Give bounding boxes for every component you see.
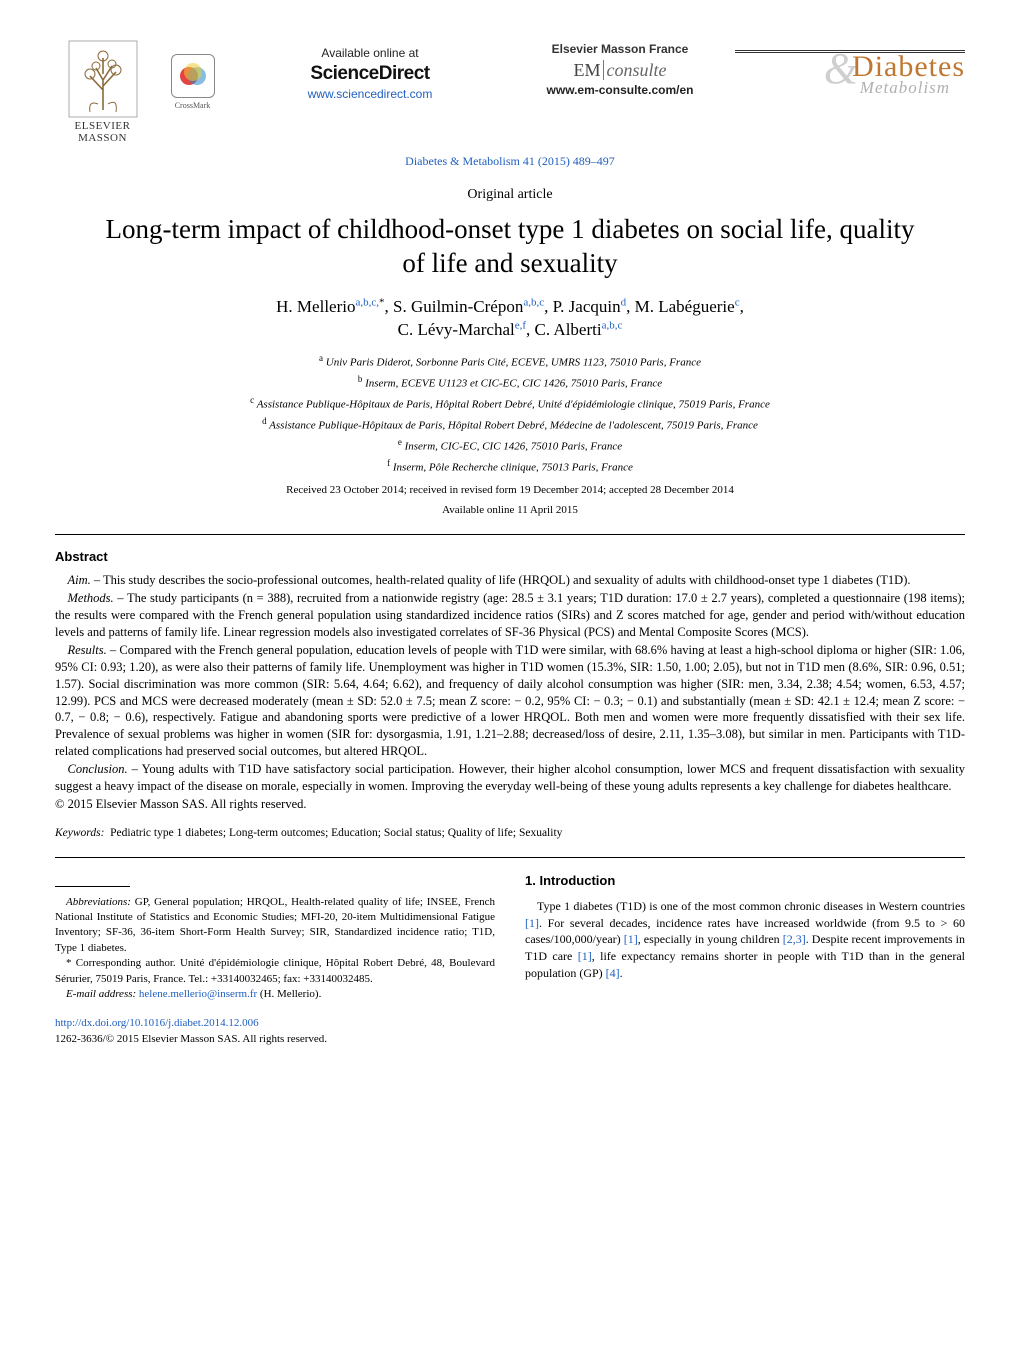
abbreviations-footnote: Abbreviations: GP, General population; H… <box>55 895 495 957</box>
keywords-list: Pediatric type 1 diabetes; Long-term out… <box>110 827 562 839</box>
author-4: C. Lévy-Marchale,f <box>398 320 526 339</box>
abstract-aim: Aim. – This study describes the socio-pr… <box>55 572 965 589</box>
emconsulte-url[interactable]: www.em-consulte.com/en <box>520 83 720 97</box>
abstract-conclusion: Conclusion. – Young adults with T1D have… <box>55 761 965 795</box>
article-dates-online: Available online 11 April 2015 <box>55 504 965 516</box>
author-2: P. Jacquind <box>553 297 627 316</box>
affiliation-c: c Assistance Publique-Hôpitaux de Paris,… <box>55 394 965 413</box>
ref-1a[interactable]: [1] <box>525 916 539 930</box>
rule-before-abstract <box>55 534 965 535</box>
elsevier-label: ELSEVIER MASSON <box>55 120 150 144</box>
intro-heading: 1. Introduction <box>525 872 965 890</box>
affiliation-a: a Univ Paris Diderot, Sorbonne Paris Cit… <box>55 352 965 371</box>
em-publisher-label: Elsevier Masson France <box>520 42 720 56</box>
email-footnote: E-mail address: helene.mellerio@inserm.f… <box>55 987 495 1002</box>
abstract-methods: Methods. – The study participants (n = 3… <box>55 590 965 641</box>
author-1: S. Guilmin-Crépona,b,c <box>393 297 544 316</box>
bottom-copyright: 1262-3636/© 2015 Elsevier Masson SAS. Al… <box>55 1032 495 1047</box>
left-column: Abbreviations: GP, General population; H… <box>55 872 495 1048</box>
affiliation-f: f Inserm, Pôle Recherche clinique, 75013… <box>55 457 965 476</box>
ref-1b[interactable]: [1] <box>624 932 638 946</box>
corresponding-email-link[interactable]: helene.mellerio@inserm.fr <box>139 988 257 1000</box>
sciencedirect-block: Available online at ScienceDirect www.sc… <box>235 40 505 103</box>
emconsulte-logo: EMconsulte <box>520 60 720 81</box>
rule-after-keywords <box>55 857 965 858</box>
keywords-label: Keywords: <box>55 827 104 839</box>
affiliation-d: d Assistance Publique-Hôpitaux de Paris,… <box>55 415 965 434</box>
author-0: H. Mellerioa,b,c,* <box>276 297 384 316</box>
author-3: M. Labégueriec <box>635 297 740 316</box>
abstract-heading: Abstract <box>55 549 965 564</box>
affiliation-b: b Inserm, ECEVE U1123 et CIC-EC, CIC 142… <box>55 373 965 392</box>
sciencedirect-logo: ScienceDirect <box>240 63 500 85</box>
crossmark-label: CrossMark <box>165 101 220 110</box>
journal-word-metabolism: Metabolism <box>860 80 965 95</box>
intro-paragraph-1: Type 1 diabetes (T1D) is one of the most… <box>525 898 965 982</box>
journal-header: ELSEVIER MASSON CrossMark Available onli… <box>55 40 965 144</box>
article-type: Original article <box>55 187 965 203</box>
available-online-label: Available online at <box>240 46 500 60</box>
crossmark-block[interactable]: CrossMark <box>165 40 220 110</box>
ref-2-3[interactable]: [2,3] <box>783 932 806 946</box>
em-logo-left: EM <box>574 60 601 80</box>
footnote-rule <box>55 886 130 887</box>
sciencedirect-url[interactable]: www.sciencedirect.com <box>308 87 433 101</box>
affiliations: a Univ Paris Diderot, Sorbonne Paris Cit… <box>55 352 965 476</box>
emconsulte-block: Elsevier Masson France EMconsulte www.em… <box>520 40 720 97</box>
keywords-row: Keywords: Pediatric type 1 diabetes; Lon… <box>55 827 965 839</box>
elsevier-logo-block: ELSEVIER MASSON <box>55 40 150 144</box>
abstract-body: Aim. – This study describes the socio-pr… <box>55 572 965 812</box>
right-column: 1. Introduction Type 1 diabetes (T1D) is… <box>525 872 965 1048</box>
abstract-copyright: © 2015 Elsevier Masson SAS. All rights r… <box>55 796 965 813</box>
ref-4[interactable]: [4] <box>606 966 620 980</box>
article-dates-received: Received 23 October 2014; received in re… <box>55 484 965 496</box>
doi-link[interactable]: http://dx.doi.org/10.1016/j.diabet.2014.… <box>55 1016 495 1031</box>
author-5: C. Albertia,b,c <box>535 320 623 339</box>
abstract-results: Results. – Compared with the French gene… <box>55 642 965 760</box>
journal-logo-block: & Diabetes Metabolism <box>735 40 965 98</box>
crossmark-icon[interactable] <box>171 54 215 98</box>
elsevier-tree-icon <box>68 40 138 118</box>
em-logo-right: consulte <box>603 60 667 80</box>
article-title: Long-term impact of childhood-onset type… <box>95 213 925 281</box>
ref-1c[interactable]: [1] <box>578 949 592 963</box>
two-column-region: Abbreviations: GP, General population; H… <box>55 872 965 1048</box>
affiliation-e: e Inserm, CIC-EC, CIC 1426, 75010 Paris,… <box>55 436 965 455</box>
journal-title-logo: & Diabetes Metabolism <box>824 53 965 95</box>
corresponding-author-footnote: * Corresponding author. Unité d'épidémio… <box>55 956 495 987</box>
citation-line[interactable]: Diabetes & Metabolism 41 (2015) 489–497 <box>55 154 965 169</box>
author-list: H. Mellerioa,b,c,*, S. Guilmin-Crépona,b… <box>55 295 965 343</box>
